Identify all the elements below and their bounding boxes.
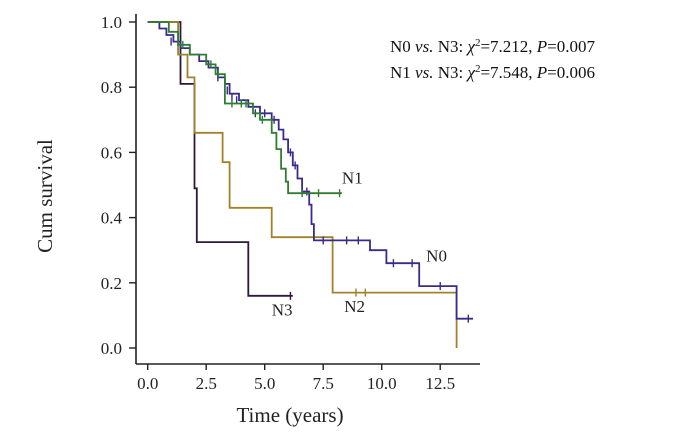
x-axis-title: Time (years) (236, 403, 343, 427)
labels: Time (years) Cum survival (33, 139, 344, 427)
series-n1: N1 (147, 21, 363, 198)
curve-label-n1: N1 (342, 168, 363, 187)
curve-label-n0: N0 (426, 247, 447, 266)
y-tick-label: 0.8 (101, 78, 122, 97)
x-tick-label: 12.5 (425, 374, 455, 393)
curve-label-n3: N3 (272, 300, 293, 319)
y-tick-label: 0.2 (101, 274, 122, 293)
survival-curve-n3 (147, 21, 293, 297)
x-tick-label: 7.5 (313, 374, 334, 393)
x-tick-label: 10.0 (367, 374, 397, 393)
curve-label-n2: N2 (344, 297, 365, 316)
ticks: 0.0 2.5 5.0 7.5 10.0 12.5 0.0 0.2 0.4 0.6 0.8 1.0 (101, 13, 455, 393)
stat-annotations: N0 vs. N3: χ2=7.212, P=0.007 N1 vs. N3: χ… (390, 37, 596, 82)
survival-curve-n1 (147, 21, 342, 195)
series-n2: N2 (147, 21, 458, 348)
y-axis-title: Cum survival (33, 139, 57, 253)
x-tick-label: 2.5 (196, 374, 217, 393)
x-tick-label: 0.0 (137, 374, 158, 393)
y-tick-label: 0.0 (101, 339, 122, 358)
series-n3: N3 (147, 21, 293, 319)
y-tick-label: 1.0 (101, 13, 122, 32)
x-tick-label: 5.0 (254, 374, 275, 393)
survival-curve-n2 (147, 21, 458, 348)
stat-annotation-2: N1 vs. N3: χ2=7.548, P=0.006 (390, 63, 595, 82)
axes (135, 14, 480, 365)
series-layer: N3 N2 N0 N1 (147, 21, 473, 348)
y-tick-label: 0.4 (101, 209, 123, 228)
stat-annotation-1: N0 vs. N3: χ2=7.212, P=0.007 (390, 37, 596, 56)
y-tick-label: 0.6 (101, 143, 122, 162)
